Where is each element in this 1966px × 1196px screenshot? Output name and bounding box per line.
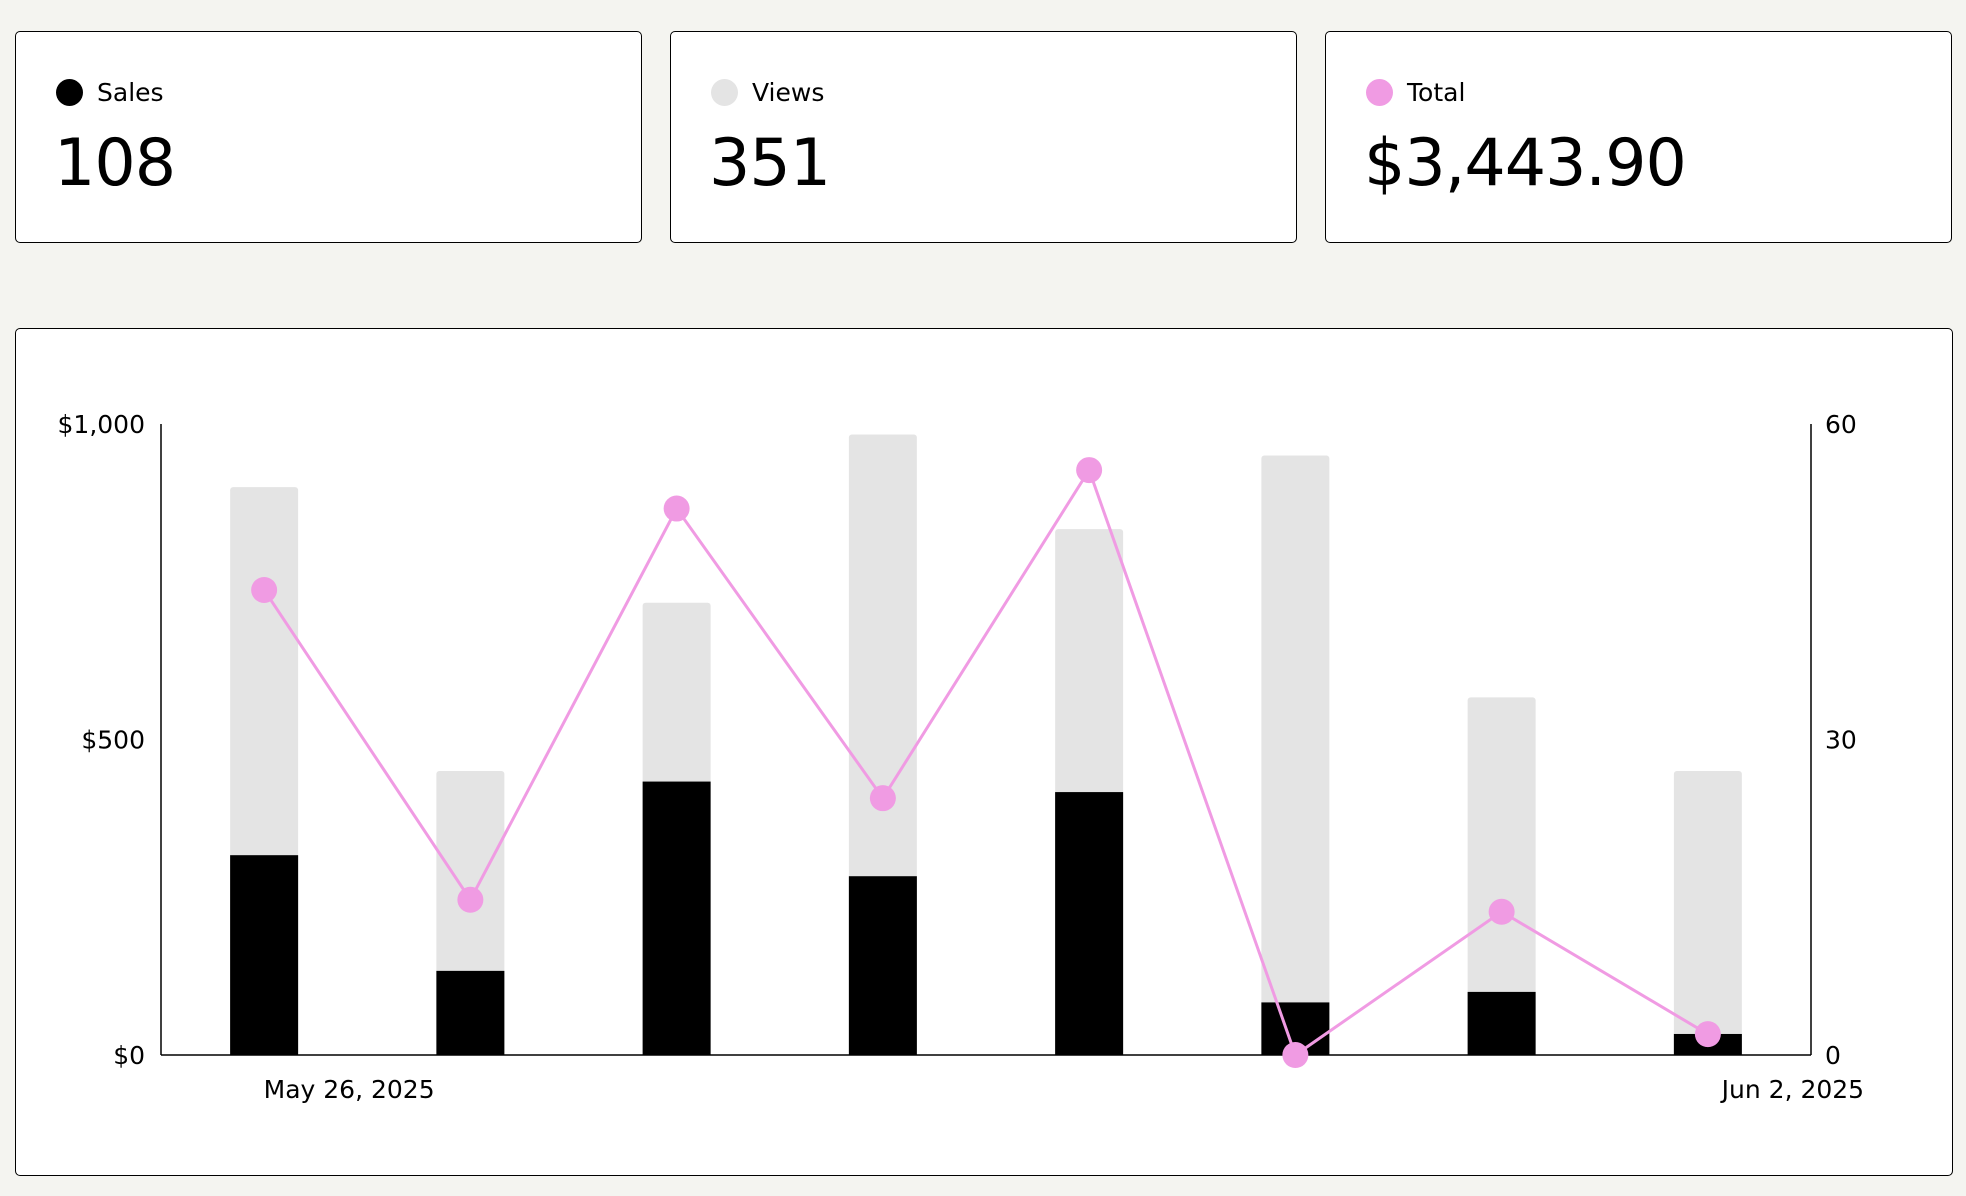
sales-bar-2 (642, 781, 711, 1055)
y-right-tick-label: 60 (1825, 410, 1857, 439)
y-right-tick-label: 0 (1825, 1041, 1841, 1070)
total-card: Total $3,443.90 (1325, 31, 1952, 243)
combo-chart: $0 $500 $1,000 0 30 60 May 26, 2025 Jun 2, 2025 (58, 410, 1865, 1104)
total-label-row: Total (1366, 79, 1465, 106)
total-legend-dot (1366, 79, 1393, 106)
sales-bar-0 (230, 855, 299, 1055)
total-point-5 (1282, 1042, 1309, 1068)
sales-bar-4 (1055, 792, 1124, 1055)
total-point-4 (1076, 457, 1103, 484)
sales-label-row: Sales (56, 79, 164, 106)
total-point-0 (251, 576, 278, 603)
total-point-3 (869, 785, 896, 812)
views-label: Views (752, 78, 825, 107)
views-label-row: Views (711, 79, 824, 106)
sales-bar-1 (436, 970, 505, 1055)
sales-bar-6 (1467, 991, 1536, 1055)
views-bar-5 (1261, 455, 1330, 1055)
views-bar-6 (1467, 697, 1536, 1055)
y-left-tick-label: $500 (81, 726, 145, 755)
y-right-tick-label: 30 (1825, 726, 1857, 755)
sales-card: Sales 108 (15, 31, 642, 243)
total-point-7 (1694, 1021, 1721, 1048)
sales-label: Sales (97, 78, 164, 107)
x-tick-label: May 26, 2025 (264, 1075, 435, 1104)
views-card: Views 351 (670, 31, 1297, 243)
sales-legend-dot (56, 79, 83, 106)
views-bar-7 (1673, 771, 1742, 1055)
x-tick-label: Jun 2, 2025 (1720, 1075, 1864, 1104)
total-value: $3,443.90 (1364, 126, 1687, 201)
y-left-tick-label: $1,000 (58, 410, 145, 439)
chart-card: $0 $500 $1,000 0 30 60 May 26, 2025 Jun 2, 2025 (15, 328, 1953, 1176)
total-point-1 (457, 886, 484, 913)
total-line (262, 466, 1709, 1058)
sales-value: 108 (54, 126, 176, 201)
views-value: 351 (709, 126, 831, 201)
total-point-2 (663, 495, 690, 522)
total-label: Total (1407, 78, 1466, 107)
sales-bar-3 (848, 876, 917, 1055)
y-left-tick-label: $0 (113, 1041, 145, 1070)
views-legend-dot (711, 79, 738, 106)
total-point-6 (1488, 898, 1515, 925)
